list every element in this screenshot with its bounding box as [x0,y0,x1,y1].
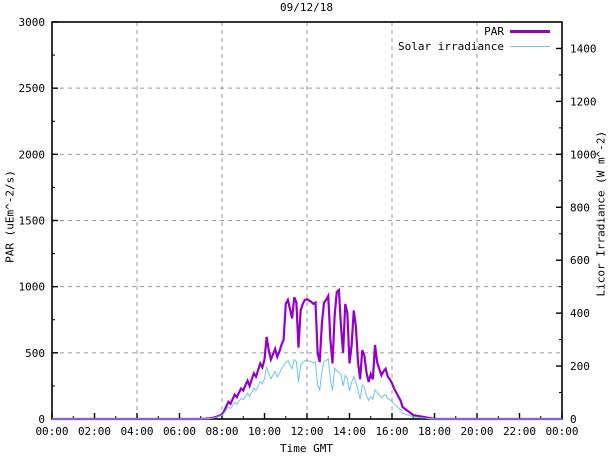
svg-text:2500: 2500 [19,82,46,95]
svg-text:1000: 1000 [19,281,46,294]
svg-text:0: 0 [38,413,45,426]
svg-text:1400: 1400 [570,42,597,55]
chart-legend: PAR Solar irradiance [360,24,550,54]
chart-title: 09/12/18 [280,1,333,14]
y-axis-right-ticks: 0 200 400 600 800 1000 1200 1400 [556,42,597,426]
svg-text:18:00: 18:00 [418,425,451,438]
svg-text:1200: 1200 [570,95,597,108]
svg-text:06:00: 06:00 [163,425,196,438]
series-line-solar-irradiance [52,357,562,420]
svg-text:200: 200 [570,360,590,373]
svg-text:04:00: 04:00 [120,425,153,438]
legend-item-par: PAR [360,24,550,39]
gridlines [52,22,562,419]
svg-text:10:00: 10:00 [248,425,281,438]
svg-text:02:00: 02:00 [78,425,111,438]
x-axis-ticks: 00:00 02:00 04:00 06:00 08:00 10:00 12:00 14:00… [35,413,579,438]
legend-swatch-solar-icon [510,46,550,47]
svg-text:800: 800 [570,201,590,214]
svg-text:500: 500 [25,347,45,360]
svg-text:600: 600 [570,254,590,267]
svg-text:12:00: 12:00 [290,425,323,438]
data-series-group [52,287,562,421]
legend-label-par: PAR [484,25,504,38]
svg-text:00:00: 00:00 [35,425,68,438]
x-axis-label: Time GMT [280,442,333,455]
plot-frame [51,21,563,420]
svg-text:3000: 3000 [19,16,46,29]
svg-text:14:00: 14:00 [333,425,366,438]
svg-text:1000: 1000 [570,148,597,161]
svg-text:0: 0 [570,413,577,426]
legend-label-solar: Solar irradiance [398,40,504,53]
svg-text:1500: 1500 [19,215,46,228]
svg-text:08:00: 08:00 [205,425,238,438]
legend-item-solar: Solar irradiance [360,39,550,54]
svg-text:400: 400 [570,307,590,320]
svg-text:22:00: 22:00 [503,425,536,438]
svg-text:00:00: 00:00 [545,425,578,438]
legend-swatch-par-icon [510,30,550,33]
svg-text:2000: 2000 [19,148,46,161]
series-line-par [52,287,562,421]
svg-text:20:00: 20:00 [460,425,493,438]
svg-text:16:00: 16:00 [375,425,408,438]
